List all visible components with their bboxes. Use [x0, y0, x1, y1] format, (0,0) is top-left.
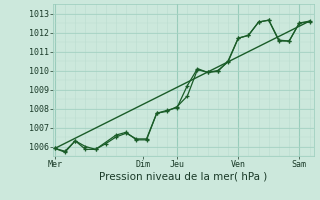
X-axis label: Pression niveau de la mer( hPa ): Pression niveau de la mer( hPa ) — [99, 172, 267, 182]
